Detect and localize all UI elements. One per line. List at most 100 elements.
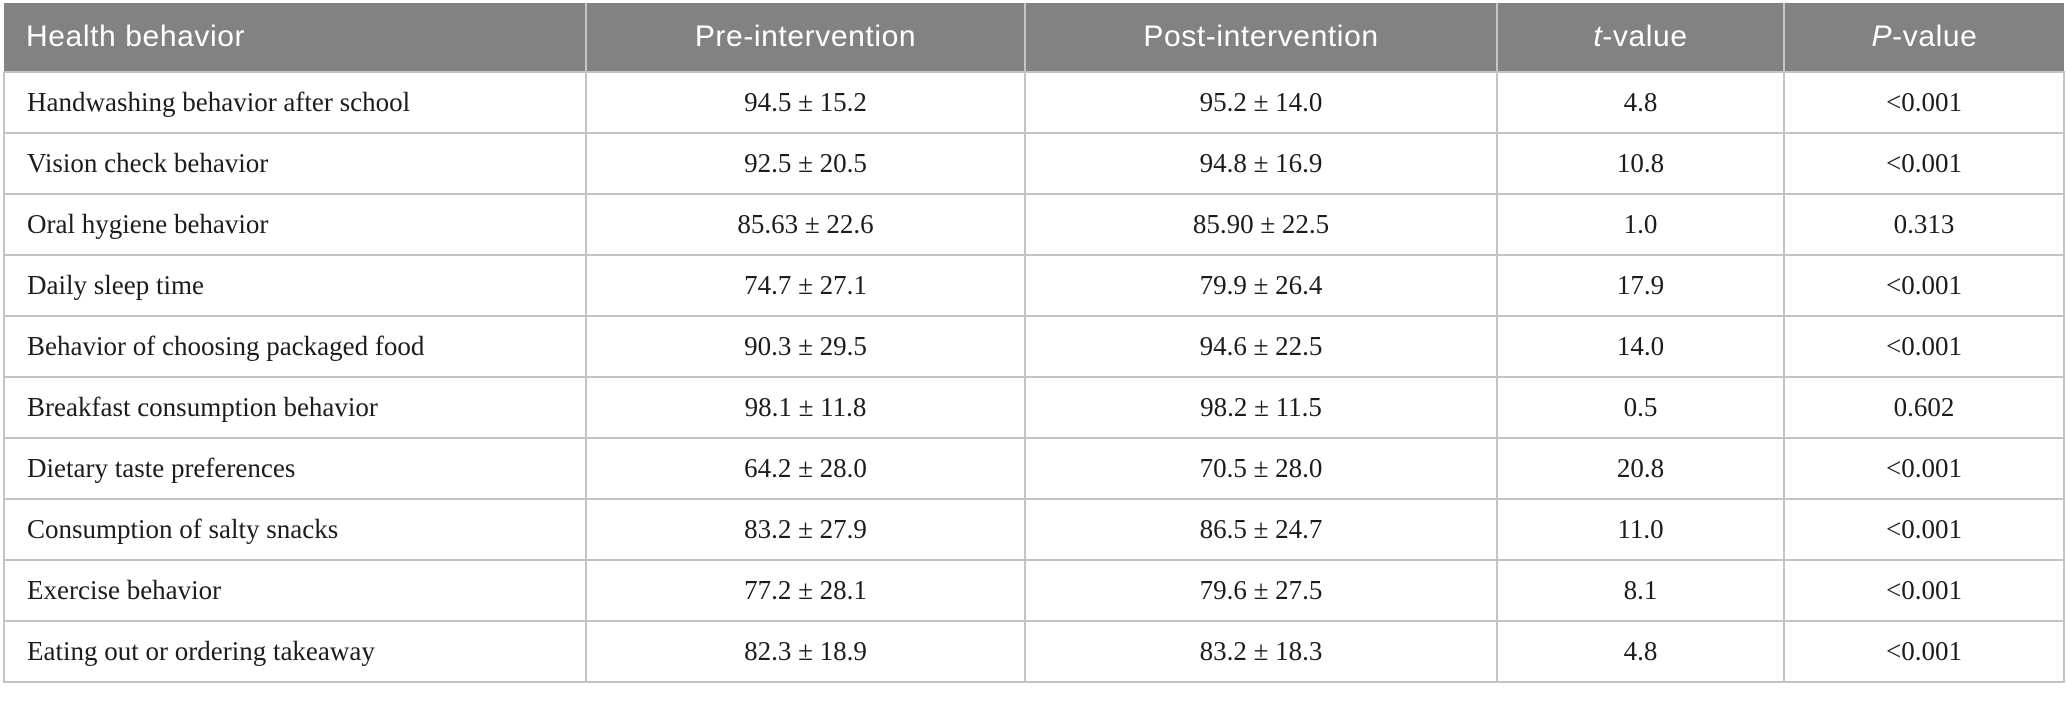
header-p-value: P-value <box>1783 3 2064 72</box>
t-value-cell: 1.0 <box>1496 193 1785 256</box>
p-value-cell: <0.001 <box>1783 315 2065 378</box>
t-value: 10.8 <box>1616 148 1665 178</box>
header-health-behavior: Health behavior <box>4 3 586 72</box>
table-row: Daily sleep time 74.7 ± 27.1 79.9 ± 26.4… <box>3 254 2065 317</box>
pre-intervention-value: 85.63 ± 22.6 <box>737 209 874 239</box>
t-value-cell: 4.8 <box>1496 71 1785 134</box>
behavior-cell: Breakfast consumption behavior <box>3 376 587 439</box>
p-value: <0.001 <box>1886 636 1962 666</box>
table-row: Behavior of choosing packaged food 90.3 … <box>3 315 2065 378</box>
pre-intervention-cell: 64.2 ± 28.0 <box>585 437 1026 500</box>
behavior-label: Handwashing behavior after school <box>27 87 411 117</box>
header-t-value-suffix: -value <box>1602 20 1688 53</box>
p-value: <0.001 <box>1886 514 1962 544</box>
health-behavior-table-container: Health behavior Pre-intervention Post-in… <box>3 3 2065 683</box>
post-intervention-value: 85.90 ± 22.5 <box>1192 209 1330 239</box>
p-value: <0.001 <box>1886 331 1962 361</box>
behavior-label: Behavior of choosing packaged food <box>27 331 425 361</box>
behavior-label: Eating out or ordering takeaway <box>27 636 375 666</box>
table-row: Oral hygiene behavior 85.63 ± 22.6 85.90… <box>3 193 2065 256</box>
pre-intervention-value: 98.1 ± 11.8 <box>744 392 867 422</box>
p-value-cell: 0.602 <box>1783 376 2065 439</box>
t-value-cell: 14.0 <box>1496 315 1785 378</box>
p-value: <0.001 <box>1886 270 1962 300</box>
table-row: Breakfast consumption behavior 98.1 ± 11… <box>3 376 2065 439</box>
post-intervention-value: 95.2 ± 14.0 <box>1199 87 1323 117</box>
t-value-cell: 11.0 <box>1496 498 1785 561</box>
post-intervention-value: 79.9 ± 26.4 <box>1199 270 1323 300</box>
header-t-value: t-value <box>1496 3 1784 72</box>
header-row: Health behavior Pre-intervention Post-in… <box>4 3 2064 72</box>
post-intervention-value: 94.6 ± 22.5 <box>1199 331 1323 361</box>
behavior-cell: Eating out or ordering takeaway <box>3 620 587 683</box>
post-intervention-cell: 98.2 ± 11.5 <box>1024 376 1498 439</box>
pre-intervention-cell: 82.3 ± 18.9 <box>585 620 1026 683</box>
post-intervention-cell: 94.6 ± 22.5 <box>1024 315 1498 378</box>
p-value-cell: 0.313 <box>1783 193 2065 256</box>
behavior-cell: Exercise behavior <box>3 559 587 622</box>
behavior-label: Exercise behavior <box>27 575 222 605</box>
header-post-intervention-label: Post-intervention <box>1143 20 1379 53</box>
p-value: 0.602 <box>1893 392 1955 422</box>
post-intervention-value: 94.8 ± 16.9 <box>1199 148 1323 178</box>
post-intervention-cell: 86.5 ± 24.7 <box>1024 498 1498 561</box>
behavior-cell: Behavior of choosing packaged food <box>3 315 587 378</box>
p-value-cell: <0.001 <box>1783 620 2065 683</box>
table-header: Health behavior Pre-intervention Post-in… <box>4 3 2064 72</box>
p-value: <0.001 <box>1886 87 1962 117</box>
t-value-cell: 10.8 <box>1496 132 1785 195</box>
t-value-cell: 17.9 <box>1496 254 1785 317</box>
post-intervention-cell: 94.8 ± 16.9 <box>1024 132 1498 195</box>
pre-intervention-value: 77.2 ± 28.1 <box>744 575 867 605</box>
pre-intervention-value: 90.3 ± 29.5 <box>744 331 867 361</box>
pre-intervention-value: 82.3 ± 18.9 <box>744 636 867 666</box>
t-value: 8.1 <box>1623 575 1658 605</box>
pre-intervention-cell: 92.5 ± 20.5 <box>585 132 1026 195</box>
t-value-cell: 8.1 <box>1496 559 1785 622</box>
table-row: Eating out or ordering takeaway 82.3 ± 1… <box>3 620 2065 683</box>
t-value: 4.8 <box>1623 87 1658 117</box>
p-value: 0.313 <box>1893 209 1955 239</box>
post-intervention-cell: 79.9 ± 26.4 <box>1024 254 1498 317</box>
pre-intervention-value: 64.2 ± 28.0 <box>744 453 867 483</box>
table-body: Handwashing behavior after school 94.5 ±… <box>3 71 2065 683</box>
pre-intervention-cell: 77.2 ± 28.1 <box>585 559 1026 622</box>
t-value: 4.8 <box>1623 636 1658 666</box>
post-intervention-cell: 70.5 ± 28.0 <box>1024 437 1498 500</box>
header-pre-intervention: Pre-intervention <box>585 3 1025 72</box>
p-value: <0.001 <box>1886 575 1962 605</box>
header-health-behavior-label: Health behavior <box>26 20 246 53</box>
post-intervention-cell: 95.2 ± 14.0 <box>1024 71 1498 134</box>
pre-intervention-cell: 98.1 ± 11.8 <box>585 376 1026 439</box>
t-value: 20.8 <box>1616 453 1665 483</box>
behavior-cell: Vision check behavior <box>3 132 587 195</box>
table-row: Vision check behavior 92.5 ± 20.5 94.8 ±… <box>3 132 2065 195</box>
pre-intervention-cell: 83.2 ± 27.9 <box>585 498 1026 561</box>
t-value: 0.5 <box>1623 392 1658 422</box>
post-intervention-value: 86.5 ± 24.7 <box>1199 514 1323 544</box>
behavior-cell: Oral hygiene behavior <box>3 193 587 256</box>
header-post-intervention: Post-intervention <box>1024 3 1497 72</box>
pre-intervention-value: 92.5 ± 20.5 <box>744 148 867 178</box>
pre-intervention-cell: 90.3 ± 29.5 <box>585 315 1026 378</box>
behavior-label: Oral hygiene behavior <box>27 209 269 239</box>
post-intervention-value: 98.2 ± 11.5 <box>1200 392 1322 422</box>
header-p-value-suffix: -value <box>1892 20 1978 53</box>
p-value-cell: <0.001 <box>1783 254 2065 317</box>
post-intervention-value: 83.2 ± 18.3 <box>1199 636 1323 666</box>
p-value: <0.001 <box>1886 148 1962 178</box>
behavior-cell: Daily sleep time <box>3 254 587 317</box>
p-value-cell: <0.001 <box>1783 498 2065 561</box>
table-row: Consumption of salty snacks 83.2 ± 27.9 … <box>3 498 2065 561</box>
post-intervention-cell: 79.6 ± 27.5 <box>1024 559 1498 622</box>
health-behavior-table: Health behavior Pre-intervention Post-in… <box>3 3 2065 683</box>
post-intervention-cell: 85.90 ± 22.5 <box>1024 193 1498 256</box>
post-intervention-value: 70.5 ± 28.0 <box>1199 453 1323 483</box>
pre-intervention-value: 83.2 ± 27.9 <box>744 514 867 544</box>
behavior-cell: Dietary taste preferences <box>3 437 587 500</box>
pre-intervention-cell: 94.5 ± 15.2 <box>585 71 1026 134</box>
p-value: <0.001 <box>1886 453 1962 483</box>
header-p-value-symbol: P <box>1871 20 1893 53</box>
t-value: 11.0 <box>1617 514 1664 544</box>
t-value: 14.0 <box>1616 331 1665 361</box>
